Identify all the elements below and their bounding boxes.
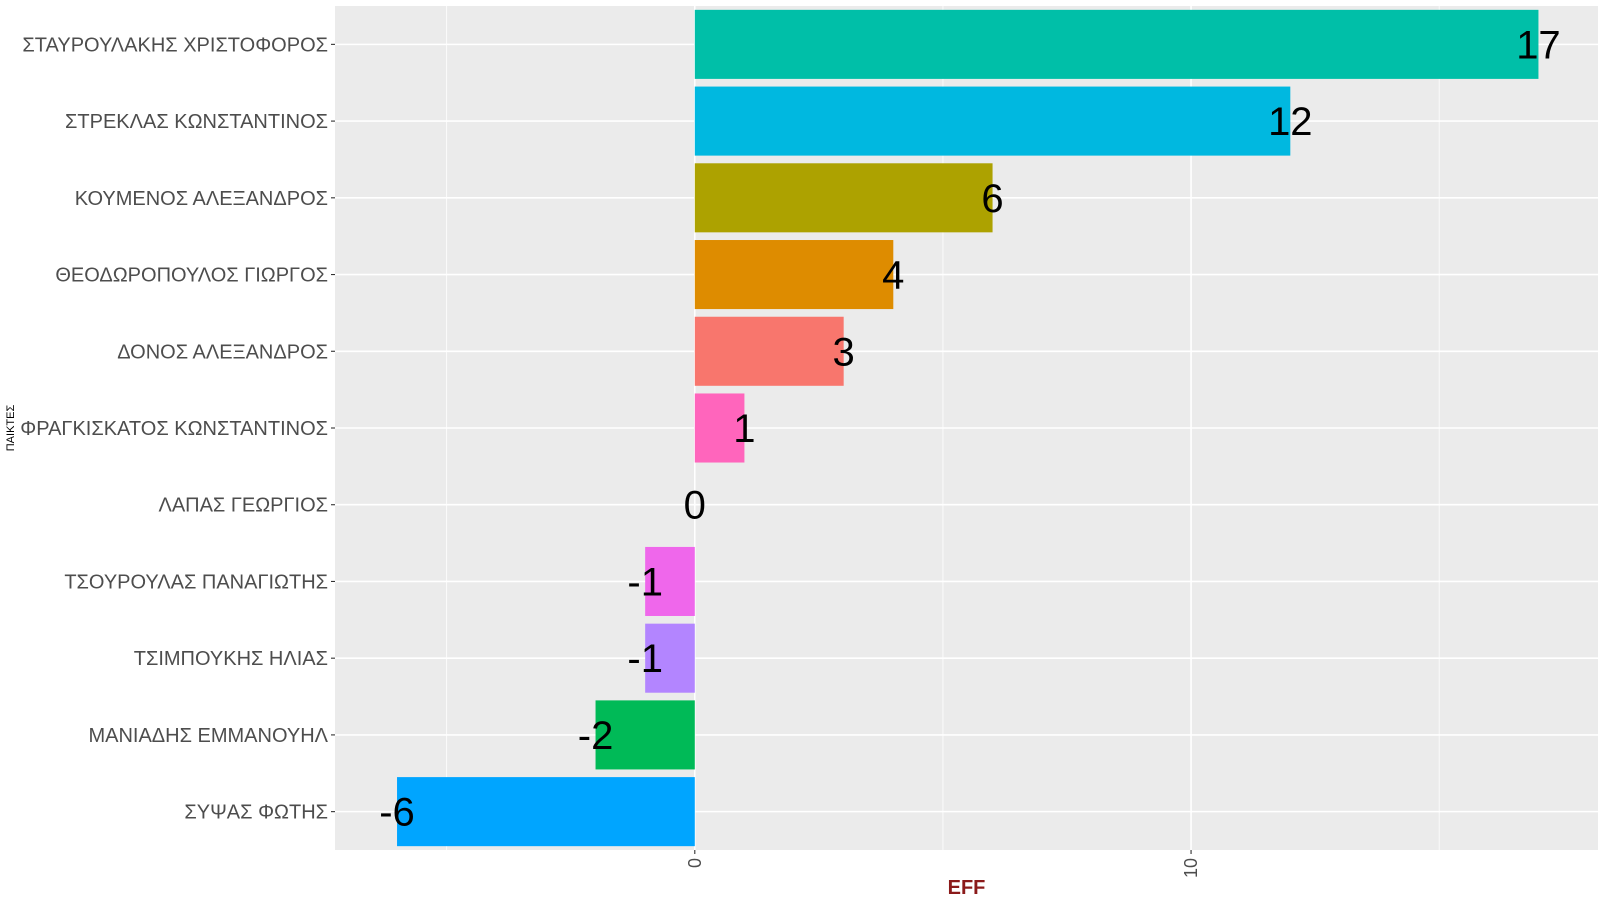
y-tick-label: ΦΡΑΓΚΙΣΚΑΤΟΣ ΚΩΝΣΤΑΝΤΙΝΟΣ bbox=[20, 418, 328, 440]
y-axis-title: ΠΑΙΚΤΕΣ bbox=[5, 405, 17, 452]
bar-value-label: 3 bbox=[833, 330, 855, 374]
bar bbox=[694, 9, 1539, 79]
bar bbox=[694, 240, 894, 310]
bar-value-label: -2 bbox=[578, 714, 614, 758]
bar-value-label: 4 bbox=[882, 254, 904, 298]
bar bbox=[694, 86, 1291, 156]
y-tick-label: ΤΣΟΥΡΟΥΛΑΣ ΠΑΝΑΓΙΩΤΗΣ bbox=[64, 571, 328, 593]
y-tick-label: ΚΟΥΜΕΝΟΣ ΑΛΕΞΑΝΔΡΟΣ bbox=[75, 188, 328, 210]
y-tick-label: ΤΣΙΜΠΟΥΚΗΣ ΗΛΙΑΣ bbox=[134, 648, 328, 670]
bar-value-label: -6 bbox=[379, 791, 415, 835]
y-tick-label: ΔΟΝΟΣ ΑΛΕΞΑΝΔΡΟΣ bbox=[117, 341, 328, 363]
x-tick-label: 0 bbox=[685, 858, 705, 868]
x-tick-label: 10 bbox=[1181, 858, 1201, 878]
bar-value-label: 6 bbox=[981, 177, 1003, 221]
y-tick-label: ΜΑΝΙΑΔΗΣ ΕΜΜΑΝΟΥΗΛ bbox=[88, 725, 328, 747]
bar bbox=[397, 777, 695, 847]
y-tick-label: ΣΥΨΑΣ ΦΩΤΗΣ bbox=[184, 802, 328, 824]
bar-value-label: 0 bbox=[684, 484, 706, 528]
y-tick-label: ΣΤΡΕΚΛΑΣ ΚΩΝΣΤΑΝΤΙΝΟΣ bbox=[65, 111, 328, 133]
bar bbox=[595, 700, 695, 770]
y-tick-label: ΛΑΠΑΣ ΓΕΩΡΓΙΟΣ bbox=[158, 495, 328, 517]
bar-value-label: 17 bbox=[1516, 23, 1561, 67]
bar-value-label: -1 bbox=[627, 637, 663, 681]
bar-value-label: -1 bbox=[627, 560, 663, 604]
x-axis-title: EFF bbox=[948, 877, 986, 899]
bar bbox=[694, 393, 745, 463]
bar bbox=[694, 163, 993, 233]
bar-value-label: 12 bbox=[1268, 100, 1313, 144]
bar bbox=[645, 546, 695, 616]
y-tick-label: ΘΕΟΔΩΡΟΠΟΥΛΟΣ ΓΙΩΡΓΟΣ bbox=[55, 265, 328, 287]
y-tick-label: ΣΤΑΥΡΟΥΛΑΚΗΣ ΧΡΙΣΤΟΦΟΡΟΣ bbox=[22, 34, 328, 56]
bar bbox=[645, 623, 695, 693]
bar bbox=[694, 316, 844, 386]
bar-value-label: 1 bbox=[733, 407, 755, 451]
